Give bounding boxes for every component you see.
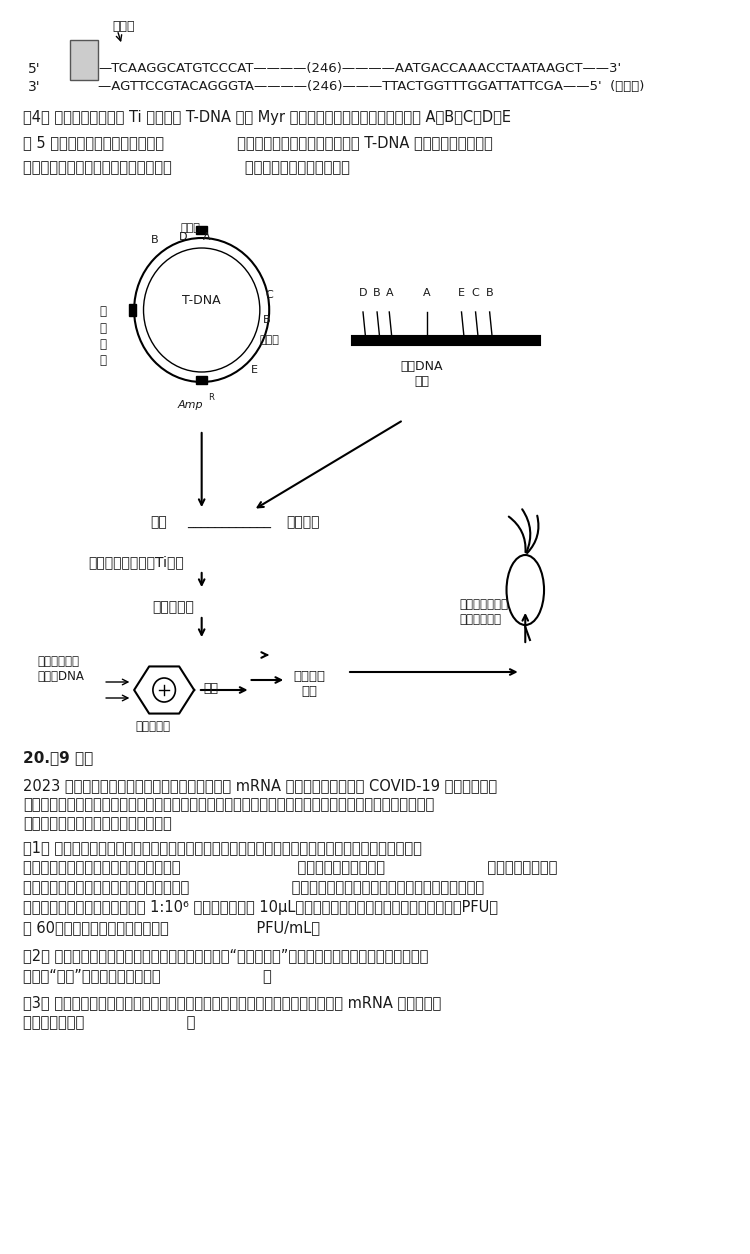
Text: 检测植株合成萝: 检测植株合成萝	[460, 598, 509, 611]
Text: A: A	[202, 232, 210, 242]
Text: 形成: 形成	[203, 682, 218, 695]
Bar	[196, 376, 207, 384]
Text: —TCAAGGCATGTCCCAT————(246)————AATGACCAAACCTAATAAGCT——3': —TCAAGGCATGTCCCAT————(246)————AATGACCAAA…	[98, 61, 622, 75]
Text: —AGTTCCGTACAGGGTA————(246)———TTACTGGTTTGGATTATTCGA——5'  (模板链): —AGTTCCGTACAGGGTA————(246)———TTACTGGTTTG…	[98, 80, 645, 93]
Text: 苗、重组蛋白疫苗等。回答下列问题。: 苗、重组蛋白疫苗等。回答下列问题。	[23, 816, 172, 831]
FancyBboxPatch shape	[70, 40, 98, 80]
Text: C: C	[266, 290, 273, 300]
Text: B: B	[374, 288, 381, 298]
Text: 原: 原	[100, 339, 106, 351]
Text: B: B	[151, 234, 158, 245]
Text: 染色体DNA: 染色体DNA	[38, 670, 85, 683]
Text: 点: 点	[100, 354, 106, 367]
Text: 有效作用。疫苗是通过抗原诱导免疫系统获得保护性的生物制品，疫苗研发技术路线还有灭活疫苗、弱毒疫: 有效作用。疫苗是通过抗原诱导免疫系统获得保护性的生物制品，疫苗研发技术路线还有灭…	[23, 798, 435, 813]
Text: 卜硫素的能力: 卜硫素的能力	[460, 613, 502, 626]
Text: 3': 3'	[28, 80, 40, 94]
Text: 终止子: 终止子	[260, 335, 280, 345]
Text: 物积累对细胞自身造成危害，需要定期更换       。通过噪班计算法可测定病毒满度，假设在铺满贴: 物积累对细胞自身造成危害，需要定期更换 。通过噪班计算法可测定病毒满度，假设在铺…	[23, 880, 484, 895]
Bar	[196, 226, 207, 234]
Text: 复: 复	[100, 305, 106, 319]
Text: R: R	[208, 393, 214, 403]
Text: 5': 5'	[28, 61, 40, 76]
Bar	[128, 303, 136, 316]
Text: A: A	[386, 288, 393, 298]
Text: D: D	[359, 288, 368, 298]
Text: C: C	[472, 288, 479, 298]
Text: 片段: 片段	[415, 375, 430, 387]
Text: 为 5 种限制酶及其酶切位点，选用     （填字母）进行酵切，以使插入 T-DNA 中的目的基因正确表: 为 5 种限制酶及其酶切位点，选用 （填字母）进行酵切，以使插入 T-DNA 中…	[23, 135, 494, 150]
Text: （1） 病毒是一种严格寄生在细胞中生存的生命形式，实验室增殖病毒首先要培养细胞。在体外培养动: （1） 病毒是一种严格寄生在细胞中生存的生命形式，实验室增殖病毒首先要培养细胞。…	[23, 840, 422, 855]
Text: 萝卜体细胞: 萝卜体细胞	[136, 720, 170, 734]
Text: 目的DNA: 目的DNA	[400, 360, 443, 372]
Text: E: E	[251, 365, 257, 375]
Text: 制: 制	[100, 322, 106, 335]
Text: E: E	[458, 288, 465, 298]
Text: 分化形成: 分化形成	[293, 670, 326, 683]
Text: B: B	[486, 288, 494, 298]
Text: 启动子: 启动子	[112, 20, 135, 33]
Text: 毒抗原优先选取       。: 毒抗原优先选取 。	[23, 1014, 196, 1030]
Text: （2） 我国通过实施计划免疫成功消灭脊高灰质炎，“人民科学家”顾方舟领导团队研制的脊高灰质炎活: （2） 我国通过实施计划免疫成功消灭脊高灰质炎，“人民科学家”顾方舟领导团队研制…	[23, 948, 429, 963]
Text: 进行酶切: 进行酶切	[286, 515, 320, 529]
Text: 为 60，则该孔病毒的满度测量值为      PFU/mL。: 为 60，则该孔病毒的满度测量值为 PFU/mL。	[23, 920, 320, 935]
Text: 达；将转入目的基因的体细胞培养形成     ，分化成植株，用于生产。: 达；将转入目的基因的体细胞培养形成 ，分化成植株，用于生产。	[23, 161, 350, 176]
Text: 壁细胞的细胞培养孔板中，接种 1:10⁶ 稀释度的病毒液 10μL，固定染色后计算噪班数（噪班形成单位，PFU）: 壁细胞的细胞培养孔板中，接种 1:10⁶ 稀释度的病毒液 10μL，固定染色后计…	[23, 900, 499, 915]
Text: ____________: ____________	[188, 515, 272, 529]
Text: 选用: 选用	[150, 515, 166, 529]
Text: 2023 年诺贝尔生理学或医学奖获得者主要贡献为 mRNA 疫苗技术及其在抗击 COVID-19 疫情中发挥的: 2023 年诺贝尔生理学或医学奖获得者主要贡献为 mRNA 疫苗技术及其在抗击 …	[23, 777, 497, 793]
Text: T-DNA: T-DNA	[182, 293, 221, 306]
Text: 土壤农杆菌: 土壤农杆菌	[152, 599, 194, 614]
Ellipse shape	[506, 556, 544, 624]
Text: 植株: 植株	[302, 685, 317, 698]
Text: 含目的基因的: 含目的基因的	[38, 655, 80, 668]
Text: Amp: Amp	[178, 400, 203, 410]
Text: A: A	[423, 288, 430, 298]
Text: 启动子: 启动子	[181, 223, 200, 233]
Text: D: D	[178, 232, 188, 242]
Text: 含目的基因的重组Ti质粒: 含目的基因的重组Ti质粒	[88, 556, 184, 569]
Text: （3） 在病毒感染细胞两时表面相互接触，为了更好地被免疫细胞所识别，在设计 mRNA 疫苗时，病: （3） 在病毒感染细胞两时表面相互接触，为了更好地被免疫细胞所识别，在设计 mR…	[23, 994, 442, 1009]
Text: （4） 研究人员希望采用 Ti 质粒上的 T-DNA 转移 Myr 基因，以便获得萝卜新品种。图中 A、B、C、D、E: （4） 研究人员希望采用 Ti 质粒上的 T-DNA 转移 Myr 基因，以便获…	[23, 110, 512, 125]
Text: B: B	[262, 315, 270, 325]
Text: 物细胞时，使用合成培养基通常需要加入        ，培养所需气体主要是       ，为防止细胞代谢: 物细胞时，使用合成培养基通常需要加入 ，培养所需气体主要是 ，为防止细胞代谢	[23, 860, 558, 875]
Text: 20.（9 分）: 20.（9 分）	[23, 750, 94, 765]
Text: 疫疫苗“糖丸”，从技术路线上属于       。: 疫疫苗“糖丸”，从技术路线上属于 。	[23, 968, 272, 983]
